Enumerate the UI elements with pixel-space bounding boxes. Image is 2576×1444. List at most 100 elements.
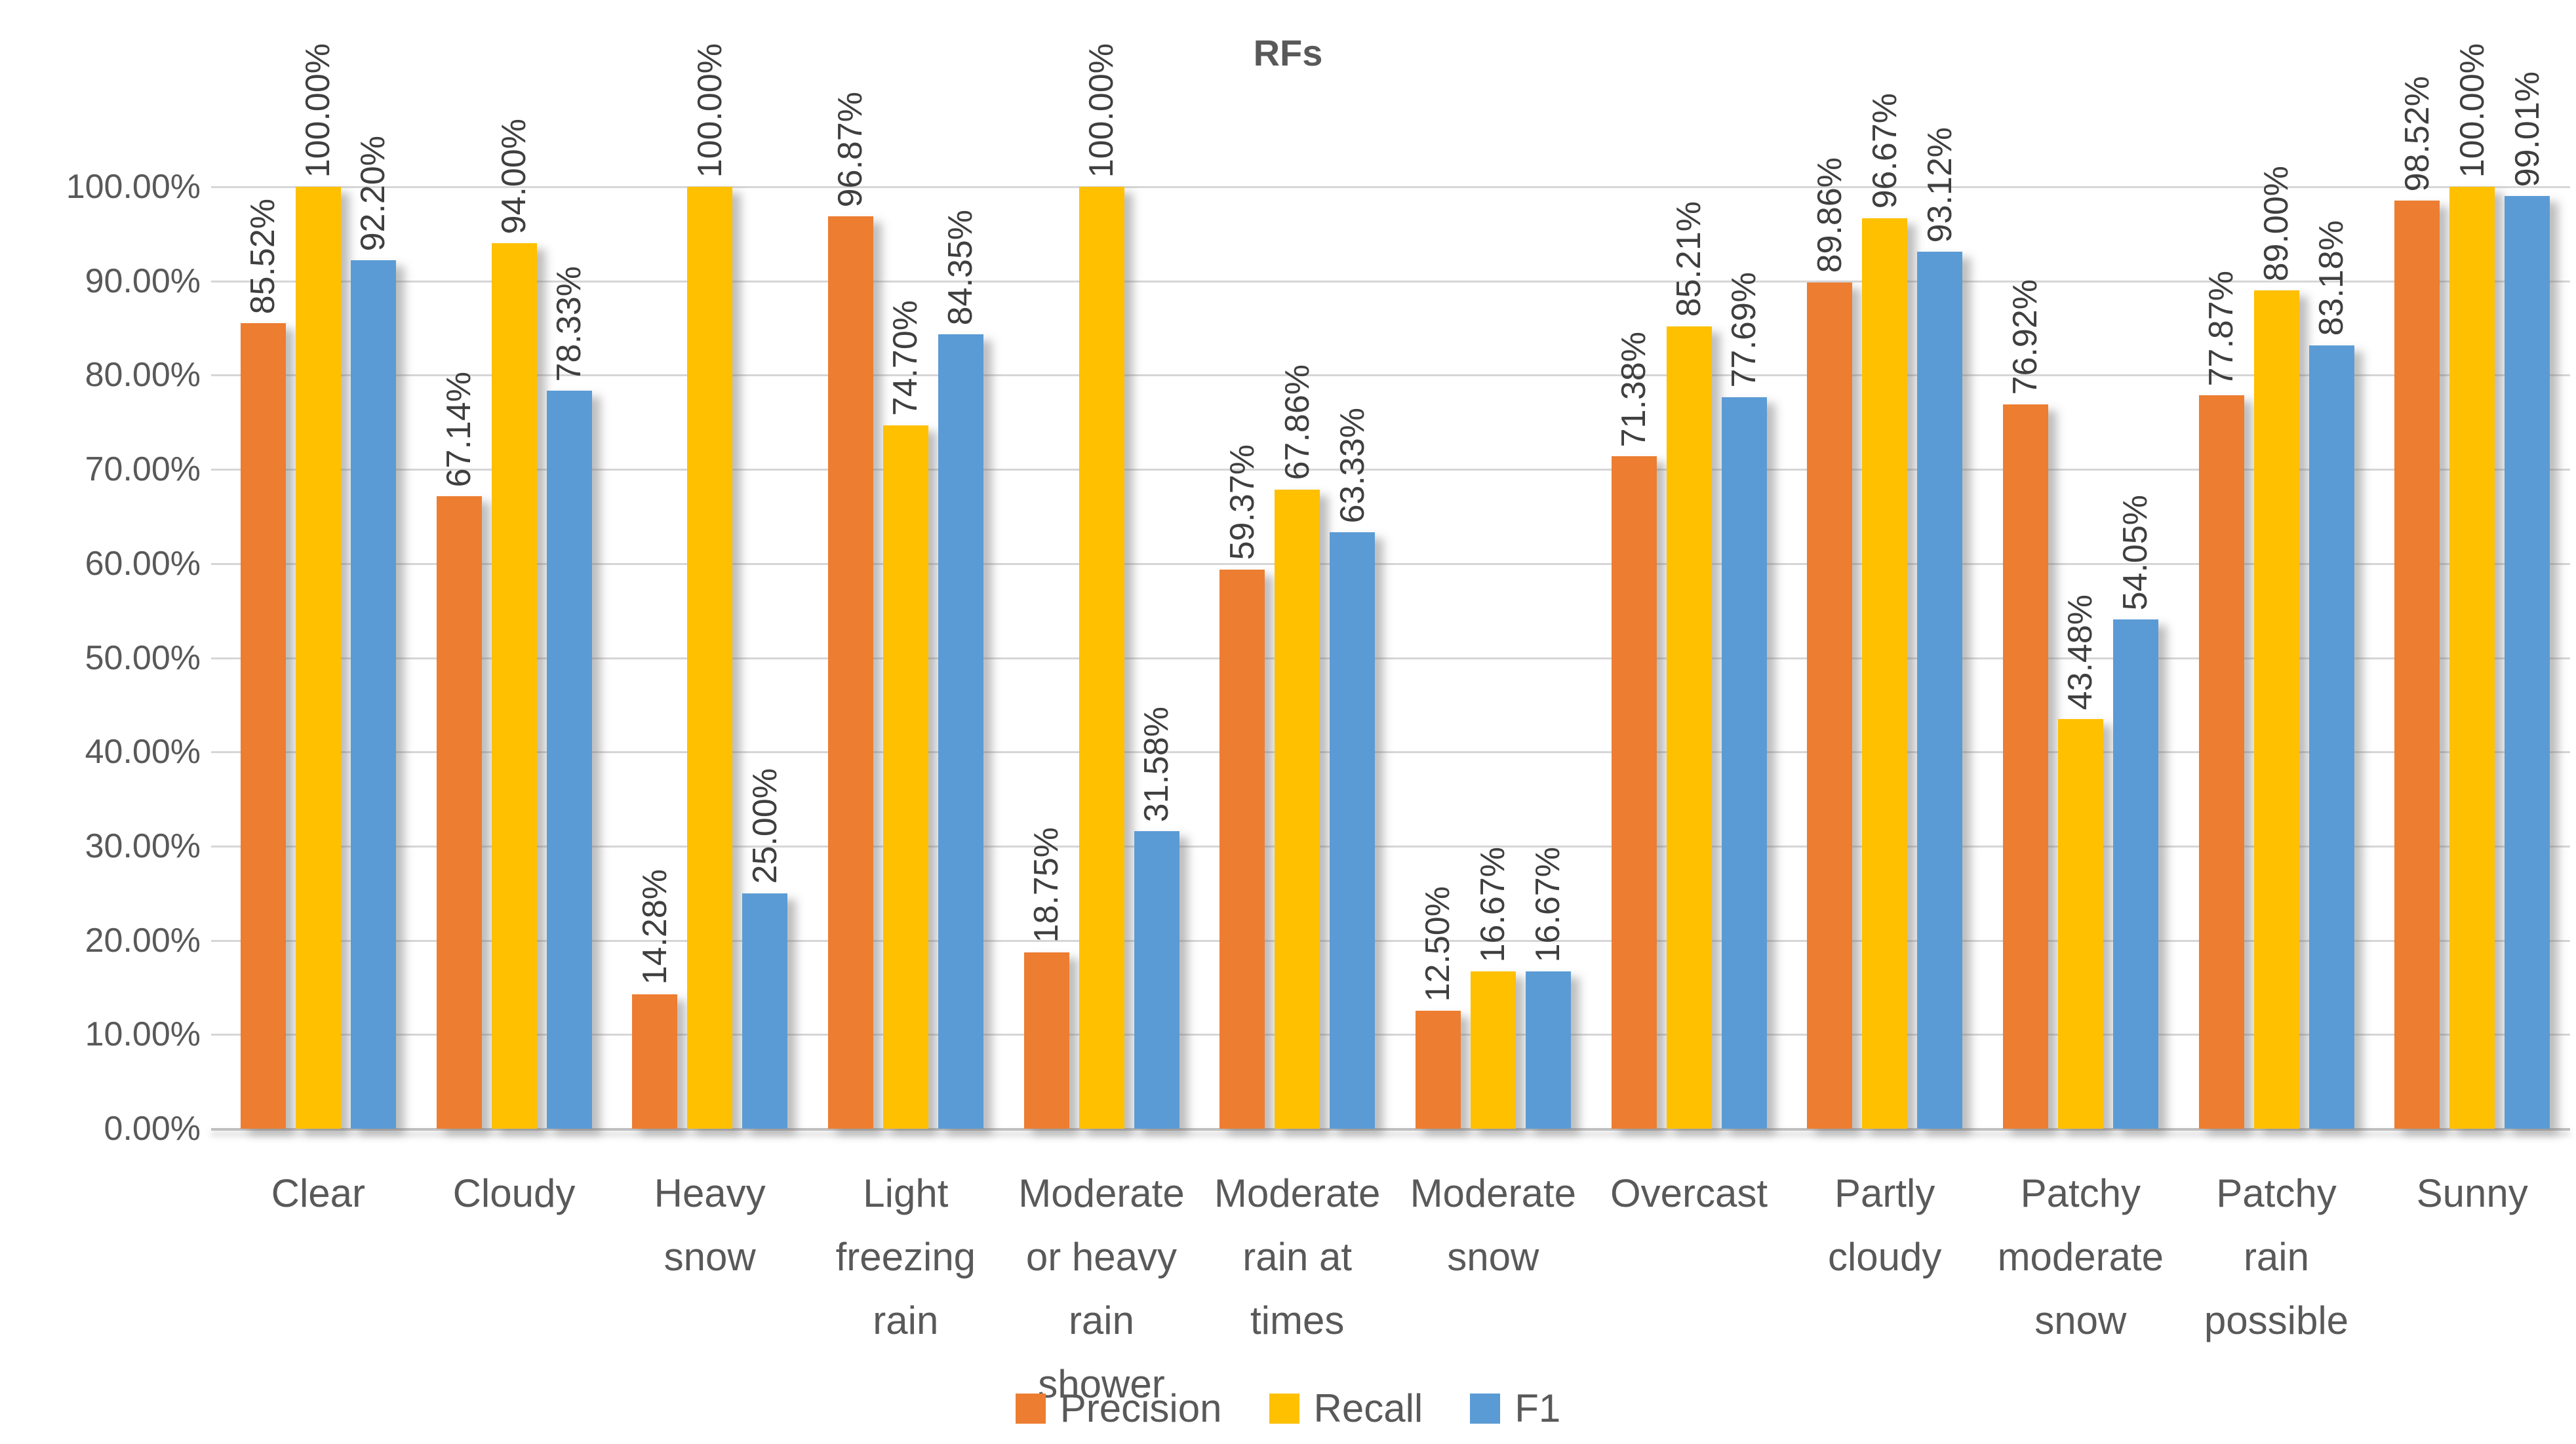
- gridline: [211, 374, 2570, 377]
- y-axis-tick-label: 20.00%: [85, 921, 201, 960]
- gridline: [211, 280, 2570, 283]
- value-label-recall-partly-cloudy: 96.67%: [1865, 93, 1904, 209]
- y-axis-tick-label: 10.00%: [85, 1015, 201, 1054]
- value-label-f1-patchy-rain-possible: 83.18%: [2312, 220, 2350, 336]
- gridline: [211, 939, 2570, 942]
- value-label-recall-sunny: 100.00%: [2453, 43, 2491, 178]
- x-axis-category-label-sunny: Sunny: [2374, 1161, 2570, 1225]
- bar-f1-cloudy: [546, 391, 592, 1129]
- bar-f1-clear: [350, 260, 396, 1129]
- bar-f1-moderate-rain-at-times: [1330, 532, 1376, 1129]
- legend-item-precision: Precision: [1015, 1388, 1222, 1429]
- x-axis-category-label-line: Clear: [271, 1171, 366, 1215]
- x-axis-category-label-cloudy: Cloudy: [416, 1161, 612, 1225]
- x-axis-category-label-line: Light: [863, 1171, 949, 1215]
- x-axis-category-label-line: moderate: [1997, 1235, 2164, 1279]
- bar-recall-moderate-rain-at-times: [1275, 489, 1320, 1129]
- value-label-f1-moderate-or-heavy-rain-shower: 31.58%: [1138, 706, 1176, 823]
- legend-swatch-precision: [1015, 1394, 1046, 1424]
- x-axis-category-label-line: Moderate: [1214, 1171, 1381, 1215]
- x-axis-category-label-patchy-moderate-snow: Patchy moderate snow: [1983, 1161, 2179, 1352]
- legend-label-f1: F1: [1515, 1386, 1561, 1430]
- x-axis-category-label-line: shower: [1038, 1362, 1165, 1406]
- y-axis-tick-label: 80.00%: [85, 356, 201, 395]
- value-label-recall-patchy-moderate-snow: 43.48%: [2061, 594, 2100, 711]
- x-axis-category-label-line: rain: [2243, 1235, 2310, 1279]
- value-label-precision-moderate-snow: 12.50%: [1419, 886, 1457, 1002]
- x-axis-line: [211, 1128, 2570, 1131]
- x-axis-category-label-line: Moderate: [1410, 1171, 1577, 1215]
- x-axis-category-label-moderate-rain-at-times: Moderate rain at times: [1199, 1161, 1395, 1352]
- bar-recall-moderate-snow: [1470, 971, 1516, 1129]
- value-label-precision-heavy-snow: 14.28%: [635, 869, 674, 985]
- bar-precision-moderate-snow: [1415, 1011, 1461, 1129]
- y-axis-tick-label: 50.00%: [85, 638, 201, 677]
- bar-f1-sunny: [2505, 196, 2550, 1129]
- bar-precision-cloudy: [436, 496, 482, 1129]
- value-label-f1-patchy-moderate-snow: 54.05%: [2116, 494, 2155, 611]
- x-axis-category-label-line: freezing: [835, 1235, 976, 1279]
- legend-swatch-f1: [1470, 1394, 1501, 1424]
- x-axis-category-label-patchy-rain-possible: Patchy rain possible: [2179, 1161, 2375, 1352]
- x-axis-category-label-line: rain: [1068, 1298, 1135, 1342]
- x-axis-category-label-line: Overcast: [1610, 1171, 1768, 1215]
- gridline: [211, 1034, 2570, 1036]
- value-label-precision-light-freezing-rain: 96.87%: [831, 91, 870, 207]
- bar-recall-sunny: [2449, 187, 2495, 1129]
- y-axis-tick-label: 70.00%: [85, 450, 201, 489]
- bar-recall-moderate-or-heavy-rain-shower: [1079, 187, 1124, 1129]
- bar-recall-partly-cloudy: [1862, 218, 1908, 1129]
- gridline: [211, 186, 2570, 188]
- gridline: [211, 562, 2570, 565]
- bar-f1-patchy-moderate-snow: [2112, 619, 2158, 1129]
- bar-recall-clear: [295, 187, 341, 1129]
- y-axis-tick-label: 30.00%: [85, 827, 201, 865]
- bar-precision-patchy-rain-possible: [2198, 395, 2244, 1129]
- x-axis-category-label-line: possible: [2204, 1298, 2349, 1342]
- x-axis-category-label-moderate-or-heavy-rain-shower: Moderate or heavy rain shower: [1004, 1161, 1200, 1416]
- bar-f1-overcast: [1721, 397, 1767, 1129]
- x-axis-category-label-line: times: [1250, 1298, 1345, 1342]
- value-label-f1-moderate-rain-at-times: 63.33%: [1333, 407, 1372, 523]
- x-axis-category-label-heavy-snow: Heavy snow: [612, 1161, 808, 1289]
- y-axis-tick-label: 100.00%: [66, 168, 201, 206]
- gridline: [211, 657, 2570, 659]
- bar-precision-overcast: [1611, 456, 1657, 1129]
- bar-precision-clear: [240, 323, 286, 1129]
- value-label-f1-partly-cloudy: 93.12%: [1920, 127, 1959, 243]
- bar-recall-cloudy: [491, 243, 537, 1129]
- value-label-recall-patchy-rain-possible: 89.00%: [2257, 165, 2295, 282]
- value-label-precision-partly-cloudy: 89.86%: [1810, 157, 1849, 273]
- bar-precision-sunny: [2394, 201, 2440, 1129]
- value-label-precision-patchy-rain-possible: 77.87%: [2202, 270, 2240, 387]
- bar-recall-light-freezing-rain: [882, 425, 928, 1129]
- gridline: [211, 469, 2570, 471]
- bar-precision-moderate-or-heavy-rain-shower: [1023, 952, 1069, 1129]
- legend-item-f1: F1: [1470, 1388, 1560, 1429]
- x-axis-category-label-line: rain: [873, 1298, 939, 1342]
- x-axis-category-label-line: or heavy: [1025, 1235, 1178, 1279]
- value-label-precision-moderate-rain-at-times: 59.37%: [1223, 444, 1261, 560]
- bar-recall-patchy-rain-possible: [2253, 290, 2299, 1129]
- value-label-recall-clear: 100.00%: [299, 43, 338, 178]
- value-label-recall-heavy-snow: 100.00%: [690, 43, 729, 178]
- bar-f1-partly-cloudy: [1917, 251, 1963, 1129]
- x-axis-category-label-line: Moderate: [1018, 1171, 1185, 1215]
- bar-precision-moderate-rain-at-times: [1219, 569, 1265, 1129]
- bar-f1-moderate-or-heavy-rain-shower: [1134, 831, 1179, 1129]
- bar-f1-light-freezing-rain: [938, 334, 983, 1129]
- bar-precision-light-freezing-rain: [827, 216, 873, 1129]
- value-label-precision-moderate-or-heavy-rain-shower: 18.75%: [1027, 827, 1065, 943]
- legend-swatch-recall: [1269, 1394, 1299, 1424]
- legend: Precision Recall F1: [0, 1388, 2576, 1429]
- gridline: [211, 751, 2570, 754]
- value-label-recall-light-freezing-rain: 74.70%: [886, 300, 925, 416]
- x-axis-category-label-clear: Clear: [220, 1161, 416, 1225]
- gridline: [211, 845, 2570, 848]
- value-label-f1-heavy-snow: 25.00%: [745, 768, 784, 884]
- x-axis-category-label-line: Partly: [1834, 1171, 1935, 1215]
- value-label-precision-clear: 85.52%: [244, 198, 283, 315]
- x-axis-category-label-overcast: Overcast: [1591, 1161, 1787, 1225]
- x-axis-category-label-light-freezing-rain: Light freezing rain: [808, 1161, 1004, 1352]
